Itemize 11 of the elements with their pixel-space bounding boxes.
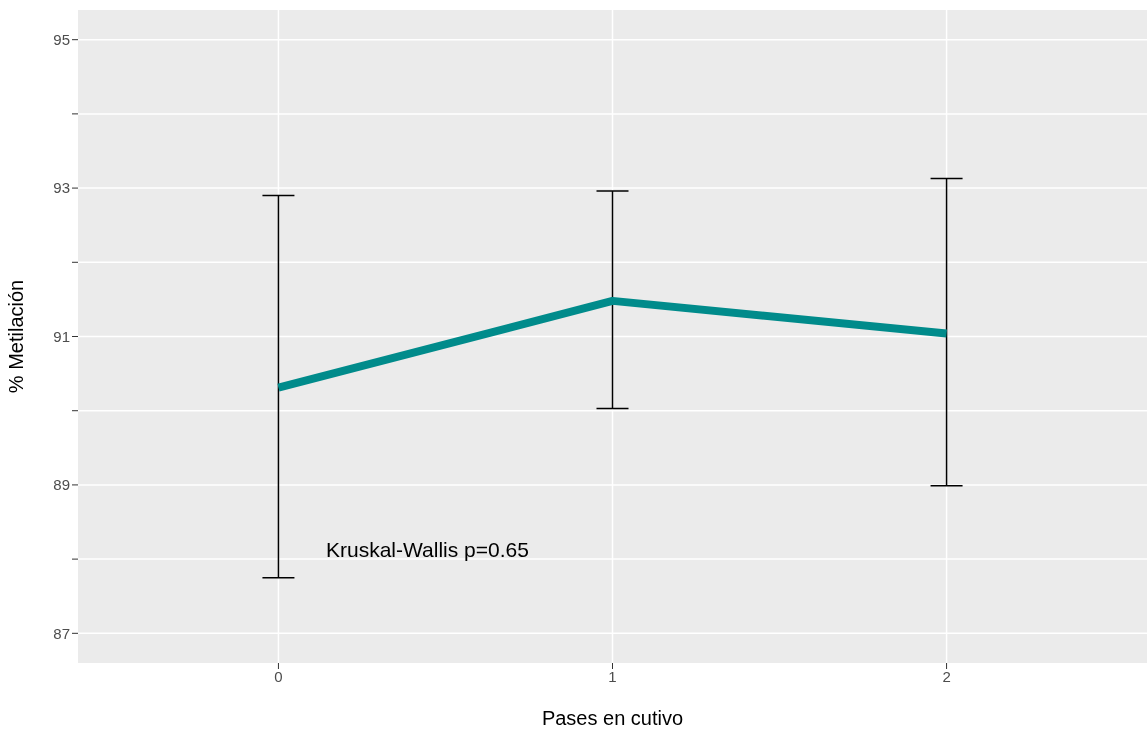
y-tick-label: 93 bbox=[53, 179, 70, 197]
x-tick-label: 1 bbox=[608, 667, 617, 685]
y-tick-label: 87 bbox=[53, 624, 70, 642]
x-tick-label: 2 bbox=[942, 667, 951, 685]
y-tick-label: 89 bbox=[53, 476, 70, 494]
x-tick-label: 0 bbox=[274, 667, 283, 685]
y-tick-label: 91 bbox=[53, 327, 70, 345]
x-axis-title: Pases en cutivo bbox=[541, 707, 684, 729]
annotation: Kruskal-Wallis p=0.65 bbox=[326, 538, 529, 562]
y-tick-label: 95 bbox=[53, 31, 70, 49]
y-axis-title: % Metilación bbox=[5, 279, 28, 394]
